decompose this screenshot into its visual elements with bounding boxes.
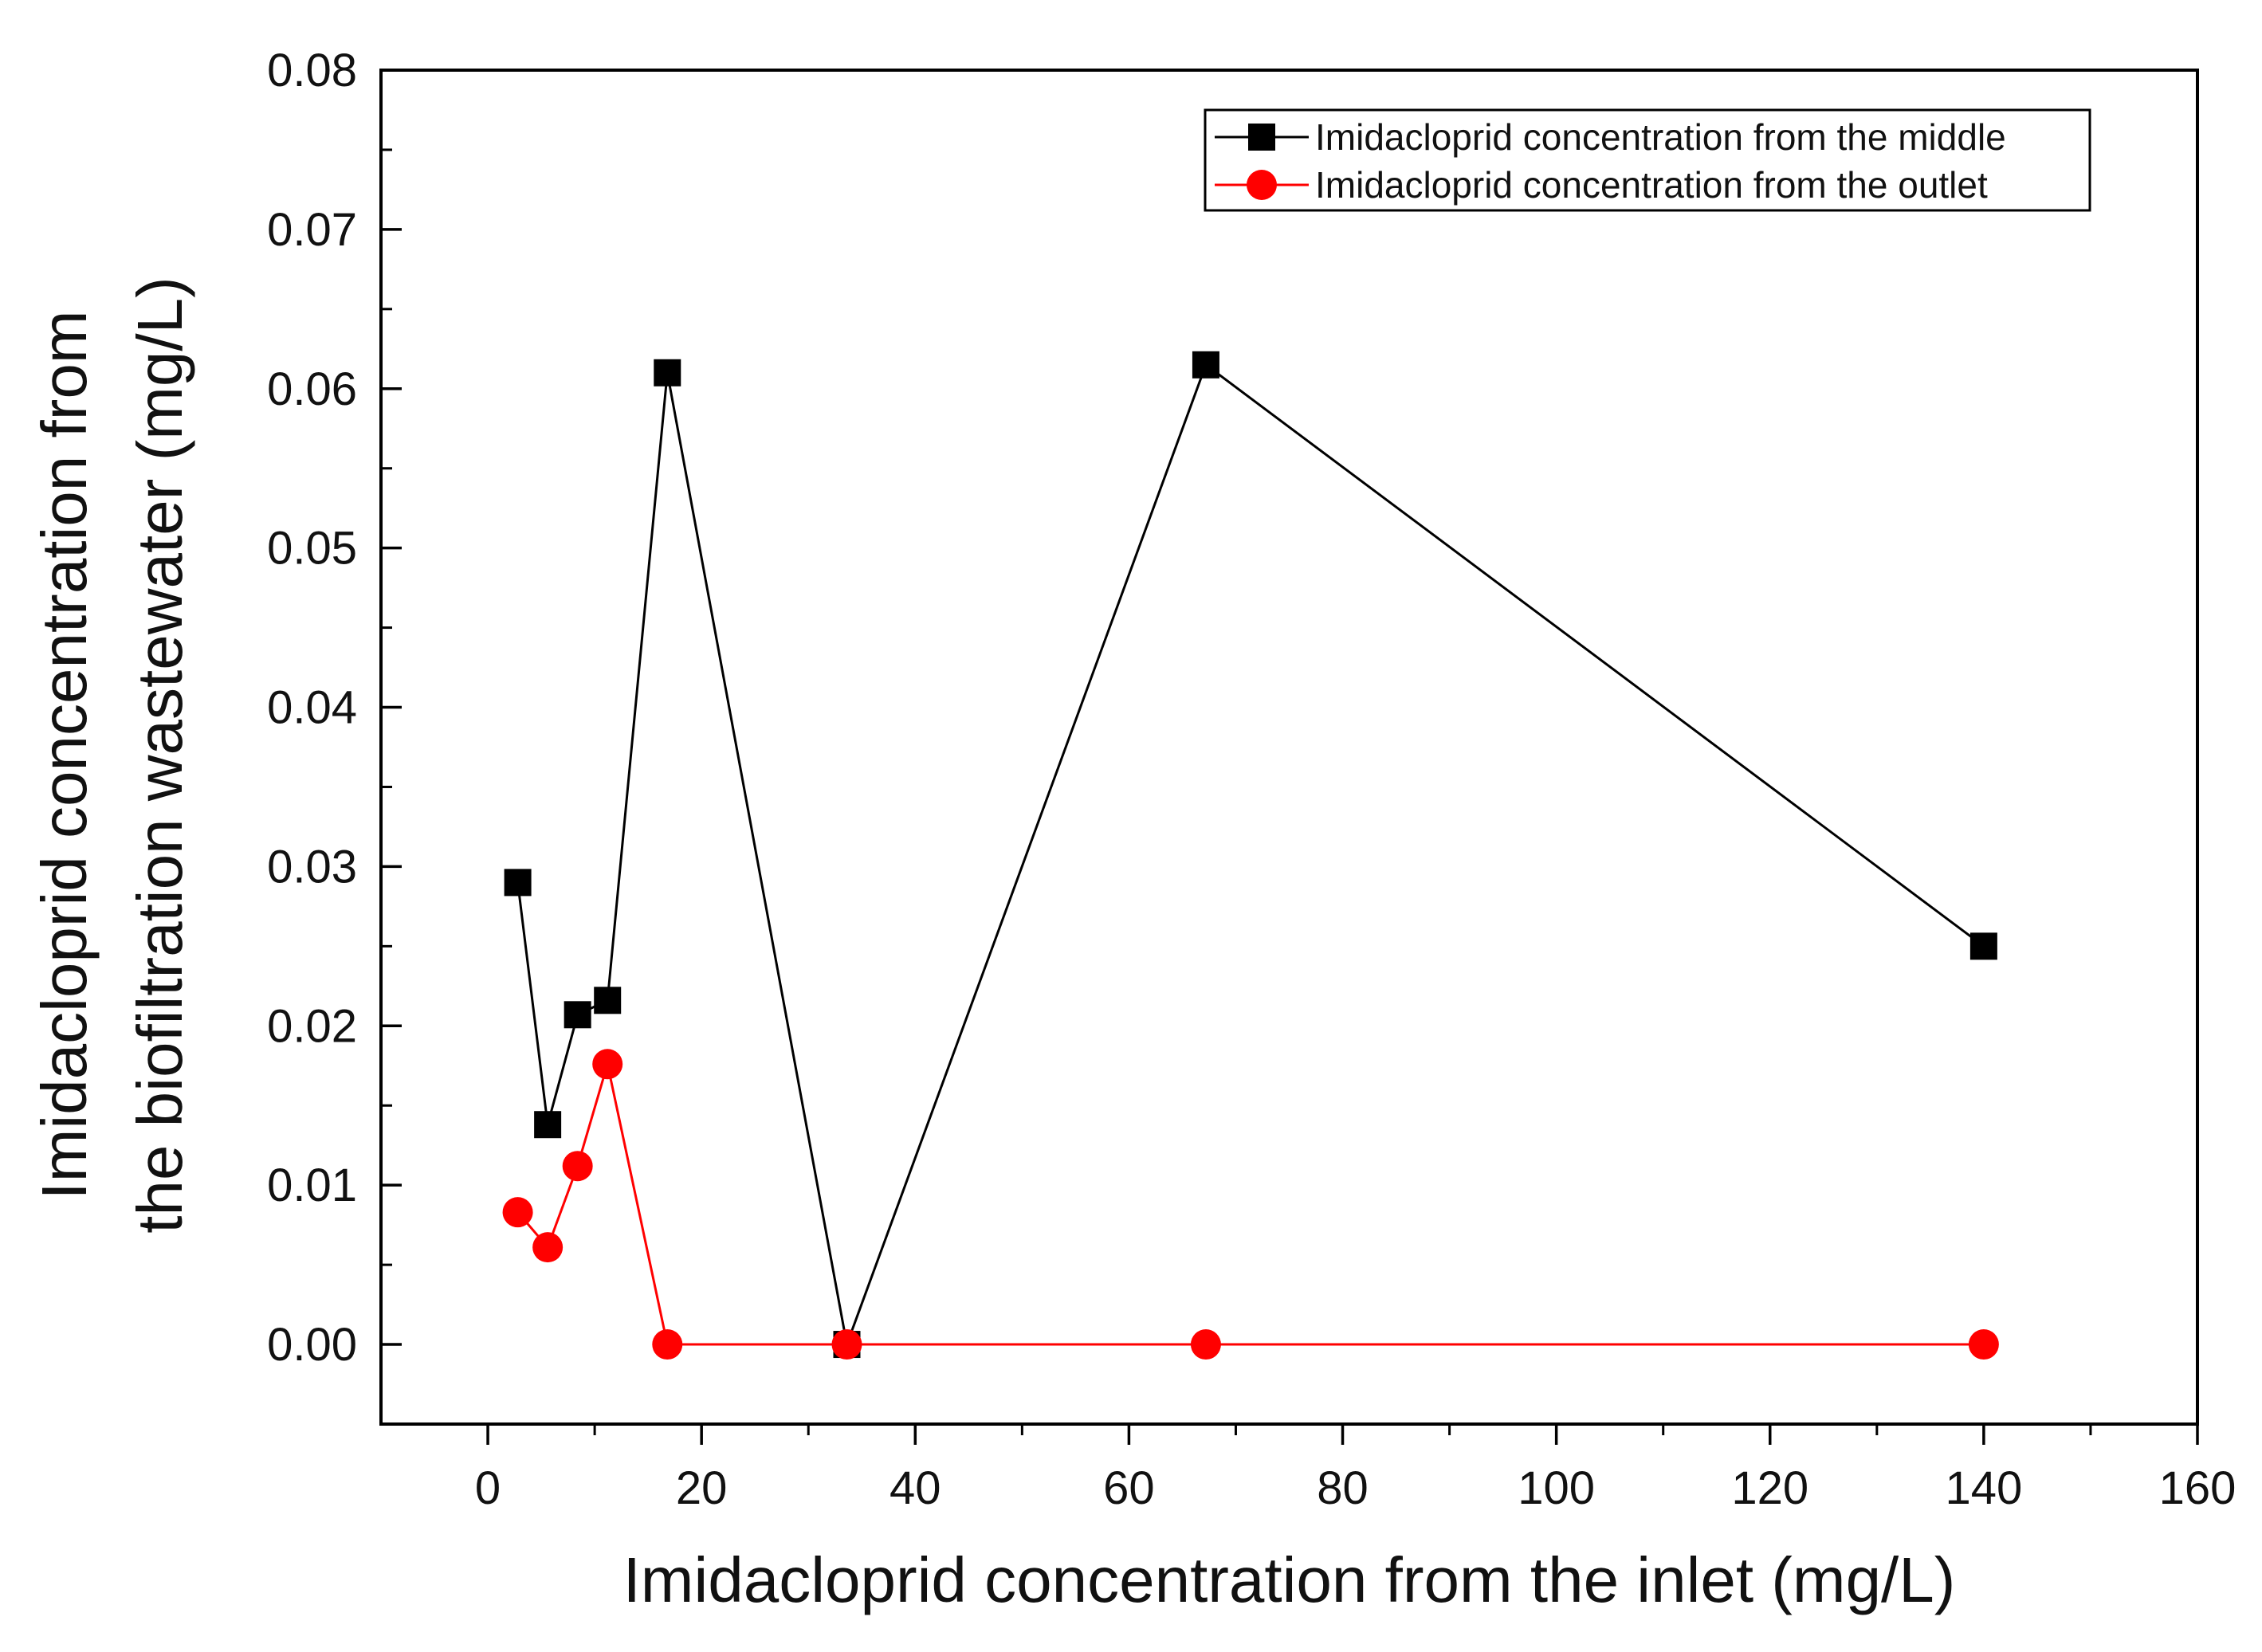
y-tick-label: 0.04: [267, 682, 357, 734]
y-tick-label: 0.06: [267, 363, 357, 415]
y-tick-label: 0.08: [267, 45, 357, 96]
y-tick-label: 0.01: [267, 1160, 357, 1211]
x-tick-label: 160: [2159, 1462, 2236, 1514]
series-1-point: [1192, 351, 1219, 379]
series-2-point: [562, 1151, 593, 1182]
x-axis-title: Imidacloprid concentration from the inle…: [623, 1544, 1956, 1615]
x-tick-label: 20: [676, 1462, 728, 1514]
series-1-point: [534, 1111, 562, 1139]
series-2-point: [502, 1197, 533, 1228]
y-tick-label: 0.05: [267, 523, 357, 575]
y-axis-title-line-2: the biofiltration wastewater (mg/L): [124, 277, 195, 1234]
series-1-point: [564, 1001, 591, 1029]
series-2-point: [652, 1329, 683, 1360]
x-tick-label: 40: [889, 1462, 941, 1514]
series-1-point: [654, 359, 681, 387]
legend-entry-label: Imidacloprid concentration from the midd…: [1315, 116, 2006, 158]
legend-entry-label: Imidacloprid concentration from the outl…: [1315, 164, 1988, 206]
series-2-point: [831, 1329, 862, 1360]
series-2-point: [1968, 1329, 1999, 1360]
series-1-point: [594, 987, 622, 1014]
x-tick-label: 140: [1945, 1462, 2022, 1514]
x-tick-label: 120: [1731, 1462, 1808, 1514]
series-2-point: [1190, 1329, 1221, 1360]
series-1-point: [504, 869, 532, 897]
y-tick-label: 0.07: [267, 204, 357, 256]
legend-marker-circle: [1247, 170, 1277, 200]
series-line-1: [516, 363, 1985, 1349]
y-tick-label: 0.03: [267, 841, 357, 893]
plot-frame: [379, 69, 2199, 1426]
legend-box: [1204, 108, 2091, 212]
legend-marker-square: [1248, 124, 1275, 151]
axis-titles: Imidacloprid concentration from the inle…: [29, 277, 1955, 1615]
legend: Imidacloprid concentration from the midd…: [1204, 108, 2091, 212]
x-tick-label: 60: [1103, 1462, 1155, 1514]
y-axis-title-line-1: Imidacloprid concentration from: [29, 310, 100, 1199]
series-2-point: [592, 1049, 623, 1080]
series-2-point: [532, 1232, 564, 1263]
axes-layer: 0 20 40 60 80 100 120 140 160 0.00 0.01 0.02 0.03 0.0…: [267, 45, 2236, 1514]
series-layer: [502, 351, 1999, 1360]
series-1-point: [1969, 932, 1997, 960]
x-tick-label: 100: [1518, 1462, 1595, 1514]
y-tick-label: 0.00: [267, 1319, 357, 1371]
x-tick-label: 80: [1317, 1462, 1369, 1514]
y-tick-label: 0.02: [267, 1000, 357, 1052]
x-tick-label: 0: [475, 1462, 501, 1514]
